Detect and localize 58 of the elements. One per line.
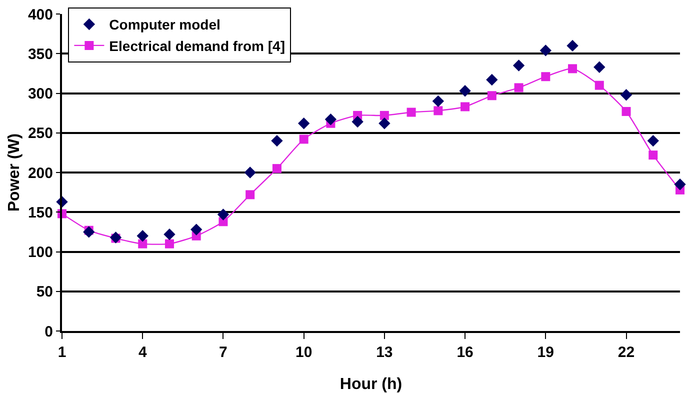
point: [540, 44, 552, 56]
y-tick-label: 200: [28, 164, 53, 182]
point: [244, 166, 256, 178]
point: [541, 72, 550, 82]
point: [378, 118, 390, 130]
y-tick-label: 350: [28, 46, 53, 63]
point: [647, 134, 659, 147]
y-tick-label: 50: [36, 284, 53, 301]
y-tick-label: 250: [28, 125, 53, 142]
point: [514, 83, 524, 92]
point: [299, 134, 308, 144]
point: [138, 239, 148, 248]
point: [83, 226, 95, 238]
x-tick-label: 7: [219, 344, 228, 361]
x-tick-label: 13: [376, 344, 393, 361]
point: [674, 178, 686, 190]
point: [568, 64, 578, 74]
y-tick-label: 400: [28, 6, 53, 24]
point: [648, 150, 658, 160]
x-tick-label: 16: [456, 344, 474, 361]
point: [486, 74, 498, 86]
point: [136, 230, 148, 242]
point: [622, 106, 631, 116]
point: [271, 134, 283, 147]
point: [164, 239, 174, 248]
point: [487, 91, 496, 100]
point: [246, 190, 255, 200]
y-tick-label: 150: [28, 204, 53, 222]
x-tick-label: 4: [138, 344, 148, 361]
point: [459, 85, 471, 97]
point: [460, 102, 470, 112]
point: [352, 116, 364, 128]
point: [190, 224, 202, 236]
y-tick-label: 300: [28, 86, 53, 102]
point: [217, 208, 230, 220]
point: [434, 106, 443, 116]
point: [566, 40, 578, 52]
point: [380, 110, 389, 120]
y-tick-label: 0: [44, 323, 53, 340]
point: [594, 80, 604, 90]
x-axis-title: Hour (h): [340, 376, 402, 393]
point: [620, 88, 632, 101]
point: [324, 114, 337, 126]
point: [272, 164, 282, 174]
x-tick-label: 10: [295, 344, 312, 361]
x-tick-label: 22: [618, 344, 635, 361]
point: [164, 228, 176, 240]
point: [432, 95, 444, 108]
point: [512, 60, 525, 72]
x-tick-label: 1: [58, 344, 66, 361]
y-axis-title: Power (W): [6, 133, 23, 212]
point: [594, 61, 606, 73]
y-tick-label: 100: [28, 244, 53, 261]
legend-label: Electrical demand from [4]: [109, 38, 286, 54]
point: [298, 118, 310, 130]
x-tick-label: 19: [537, 344, 554, 361]
legend-label: Computer model: [109, 16, 220, 33]
point: [406, 108, 416, 117]
